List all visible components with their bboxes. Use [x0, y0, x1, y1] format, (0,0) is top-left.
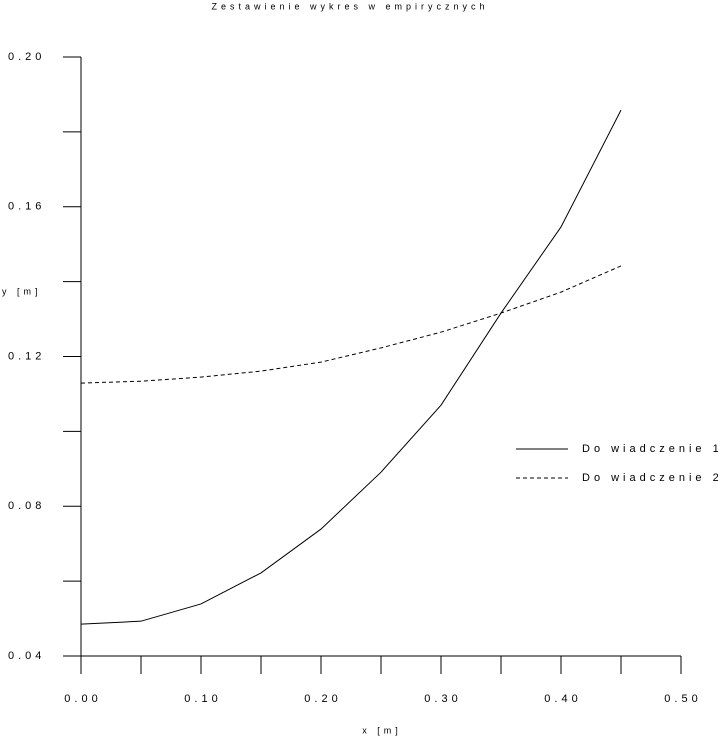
x-tick-label: 0.10	[184, 693, 221, 705]
x-tick-label: 0.50	[664, 693, 701, 705]
legend-label: Do wiadczenie 2	[582, 472, 718, 484]
legend-label: Do wiadczenie 1	[582, 443, 718, 455]
y-tick-label: 0.08	[8, 500, 45, 512]
chart-title: Zestawienie wykres w empirycznych	[211, 1, 488, 11]
x-tick-label: 0.20	[304, 693, 341, 705]
y-tick-label: 0.16	[8, 201, 45, 213]
y-tick-label: 0.04	[8, 650, 45, 662]
series-line	[80, 265, 622, 384]
x-axis-label: x [m]	[362, 725, 402, 735]
x-tick-label: 0.00	[64, 693, 101, 705]
series-line	[80, 109, 622, 625]
y-tick-label: 0.20	[8, 51, 45, 63]
y-tick-label: 0.12	[8, 350, 45, 362]
y-axis-label: y [m]	[2, 286, 42, 296]
x-tick-label: 0.40	[544, 693, 581, 705]
x-tick-label: 0.30	[424, 693, 461, 705]
